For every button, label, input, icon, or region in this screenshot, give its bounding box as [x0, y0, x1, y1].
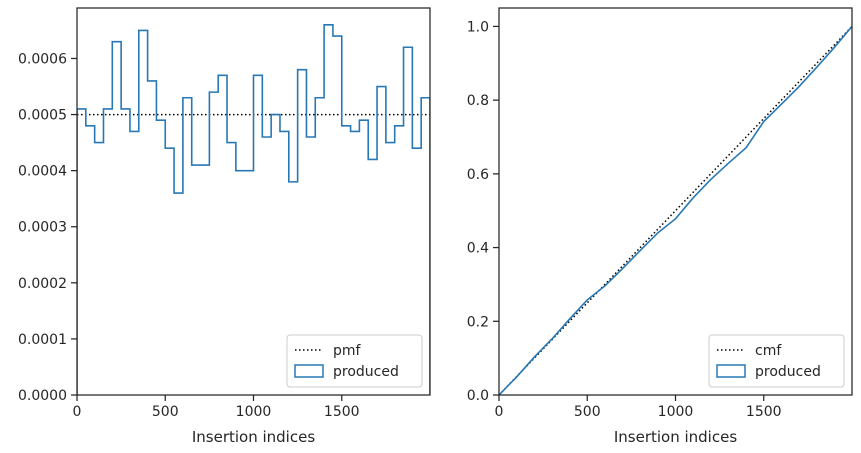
- left-y-tick-label: 0.0002: [18, 276, 67, 292]
- left-x-axis-label: Insertion indices: [192, 428, 315, 446]
- right-legend-box: [708, 334, 845, 388]
- right-y-tick-label: 1.0: [467, 19, 489, 35]
- left-y-tick-label: 0.0006: [18, 51, 67, 67]
- left-legend-label-produced: produced: [333, 364, 399, 380]
- right-x-axis-label: Insertion indices: [614, 428, 737, 446]
- right-plot: cmf produced: [493, 7, 853, 401]
- left-x-tick-label: 1500: [324, 404, 360, 420]
- right-y-tick-label: 0.0: [467, 388, 489, 404]
- right-legend-label-produced: produced: [755, 364, 821, 380]
- left-legend-label-pmf: pmf: [333, 343, 362, 359]
- right-x-tick-label: 1500: [746, 404, 782, 420]
- left-legend-swatch-produced: [294, 364, 324, 378]
- left-legend: pmf produced: [286, 334, 423, 388]
- left-series-produced: [77, 24, 430, 395]
- right-series-cmf: [499, 25, 852, 395]
- right-legend-swatch-produced: [716, 364, 746, 378]
- right-legend-label-cmf: cmf: [755, 343, 782, 359]
- left-y-tick-label: 0.0005: [18, 108, 67, 124]
- left-y-tick-label: 0.0004: [18, 164, 67, 180]
- right-series-produced: [499, 25, 852, 395]
- left-x-tick-label: 500: [152, 404, 179, 420]
- left-y-tick-label: 0.0001: [18, 332, 67, 348]
- right-y-tick-label: 0.6: [467, 167, 489, 183]
- left-x-tick-label: 1000: [236, 404, 272, 420]
- right-y-tick-label: 0.2: [467, 314, 489, 330]
- right-y-tick-label: 0.4: [467, 241, 489, 257]
- left-y-tick-label: 0.0000: [18, 388, 67, 404]
- left-plot: pmf produced: [71, 7, 431, 401]
- right-x-tick-label: 0: [495, 404, 504, 420]
- right-x-tick-label: 1000: [658, 404, 694, 420]
- right-x-tick-label: 500: [574, 404, 601, 420]
- right-y-tick-label: 0.8: [467, 93, 489, 109]
- right-legend: cmf produced: [708, 334, 845, 388]
- left-x-tick-label: 0: [73, 404, 82, 420]
- left-y-tick-label: 0.0003: [18, 220, 67, 236]
- left-legend-box: [286, 334, 423, 388]
